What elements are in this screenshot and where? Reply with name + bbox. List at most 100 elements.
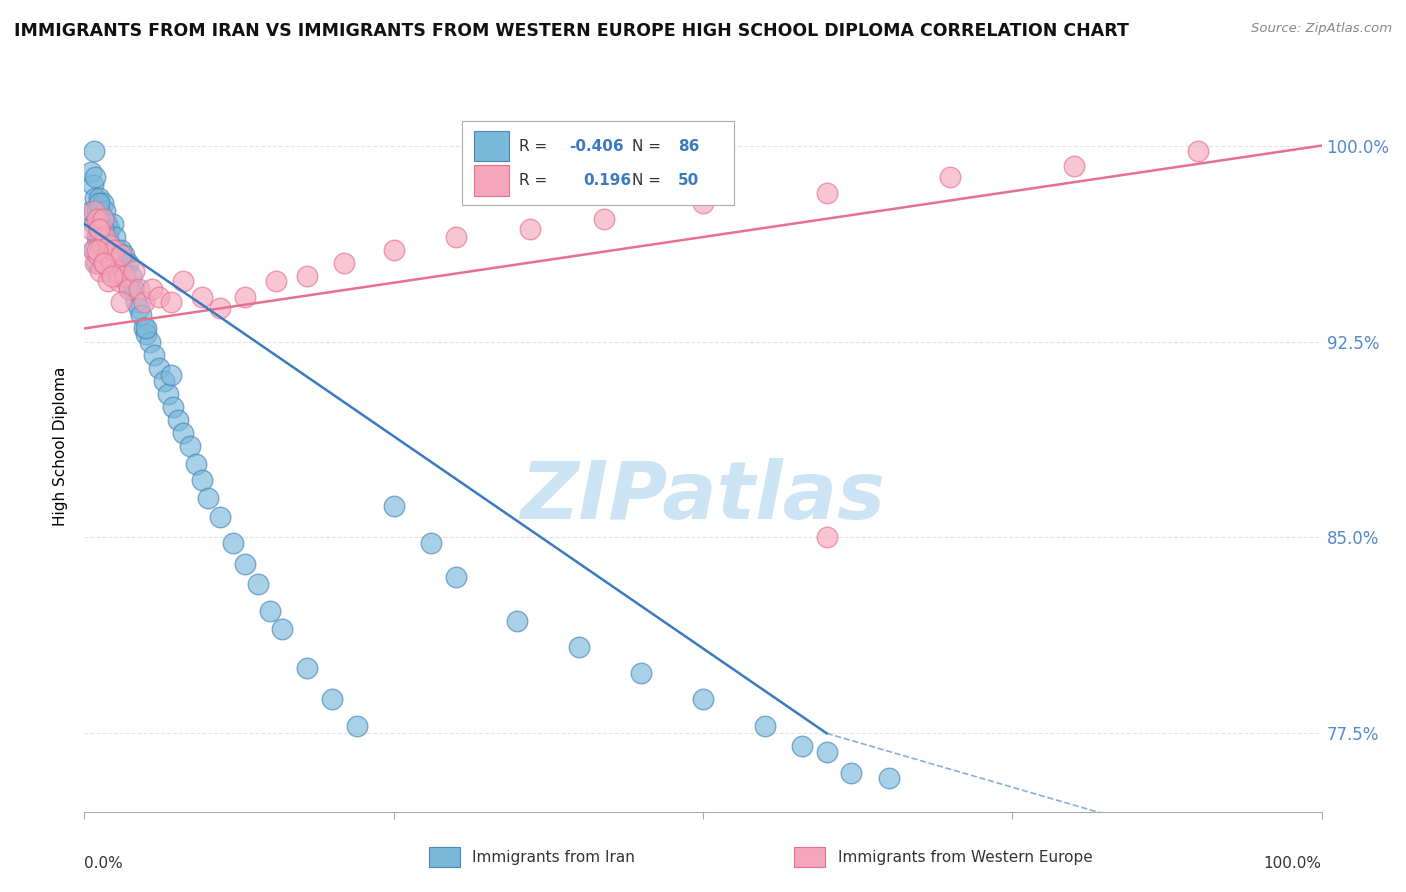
Point xyxy=(108,269,131,284)
Point xyxy=(172,274,194,288)
Point xyxy=(87,248,110,262)
Point xyxy=(79,203,101,218)
Point xyxy=(1187,144,1209,158)
Point xyxy=(142,347,165,361)
Point xyxy=(103,256,125,270)
Point xyxy=(86,243,108,257)
Point xyxy=(139,334,162,349)
Text: 100.0%: 100.0% xyxy=(1264,855,1322,871)
Point xyxy=(135,321,157,335)
Point xyxy=(89,264,111,278)
Point xyxy=(191,290,214,304)
Point xyxy=(346,718,368,732)
Point xyxy=(160,368,183,383)
Point xyxy=(444,230,467,244)
Point xyxy=(89,243,111,257)
Point xyxy=(167,413,190,427)
Point xyxy=(259,604,281,618)
Point xyxy=(382,499,405,513)
Point xyxy=(112,248,135,262)
Point xyxy=(209,301,232,315)
Point xyxy=(160,295,183,310)
Point xyxy=(271,622,294,636)
Point xyxy=(105,264,128,278)
Point xyxy=(84,169,107,184)
Point xyxy=(184,458,207,472)
Point xyxy=(692,692,714,706)
Point xyxy=(939,169,962,184)
Point xyxy=(444,569,467,583)
Text: Source: ZipAtlas.com: Source: ZipAtlas.com xyxy=(1251,22,1392,36)
Text: R =: R = xyxy=(519,173,551,188)
Point xyxy=(83,144,105,158)
Point xyxy=(117,256,139,270)
Point xyxy=(110,243,132,257)
FancyBboxPatch shape xyxy=(474,131,509,161)
Point xyxy=(89,222,111,236)
Point xyxy=(89,203,111,218)
Text: 86: 86 xyxy=(678,138,700,153)
Point xyxy=(86,203,108,218)
Point xyxy=(105,243,128,257)
Point xyxy=(179,439,201,453)
Point xyxy=(84,256,107,270)
Point xyxy=(148,360,170,375)
Point xyxy=(89,196,111,211)
Point xyxy=(120,269,142,284)
Point xyxy=(1063,160,1085,174)
Text: Immigrants from Western Europe: Immigrants from Western Europe xyxy=(838,850,1092,864)
Point xyxy=(129,309,152,323)
Point xyxy=(97,230,120,244)
Point xyxy=(118,282,141,296)
Point xyxy=(295,269,318,284)
Point xyxy=(815,745,838,759)
Point xyxy=(107,256,129,270)
Point xyxy=(157,386,180,401)
Point xyxy=(630,666,652,681)
Point xyxy=(152,374,174,388)
Point xyxy=(90,237,112,252)
Point xyxy=(82,178,104,192)
Point xyxy=(103,243,125,257)
Point xyxy=(100,269,122,284)
Point xyxy=(128,301,150,315)
Point xyxy=(110,248,132,262)
Point xyxy=(506,614,529,628)
Point xyxy=(82,243,104,257)
Point xyxy=(122,282,145,296)
FancyBboxPatch shape xyxy=(461,120,734,204)
Point xyxy=(246,577,269,591)
Point xyxy=(233,557,256,571)
Point xyxy=(191,473,214,487)
Point xyxy=(815,530,838,544)
Point xyxy=(222,535,245,549)
Text: 0.196: 0.196 xyxy=(583,173,631,188)
Point xyxy=(100,256,122,270)
Point xyxy=(84,191,107,205)
Point xyxy=(87,217,110,231)
Point xyxy=(91,222,114,236)
Point xyxy=(86,230,108,244)
Text: Immigrants from Iran: Immigrants from Iran xyxy=(472,850,636,864)
Point xyxy=(89,191,111,205)
Point xyxy=(101,217,124,231)
Point xyxy=(86,211,108,226)
Point xyxy=(419,535,441,549)
Point xyxy=(91,211,114,226)
Point xyxy=(209,509,232,524)
Point xyxy=(79,222,101,236)
Point xyxy=(519,222,541,236)
FancyBboxPatch shape xyxy=(474,165,509,196)
Bar xyxy=(429,847,460,867)
Point xyxy=(132,295,155,310)
Point xyxy=(98,237,121,252)
Text: IMMIGRANTS FROM IRAN VS IMMIGRANTS FROM WESTERN EUROPE HIGH SCHOOL DIPLOMA CORRE: IMMIGRANTS FROM IRAN VS IMMIGRANTS FROM … xyxy=(14,22,1129,40)
Point xyxy=(93,256,115,270)
Text: N =: N = xyxy=(633,138,666,153)
Point xyxy=(108,274,131,288)
Point xyxy=(128,282,150,296)
Point xyxy=(98,264,121,278)
Point xyxy=(692,196,714,211)
Point xyxy=(148,290,170,304)
Point xyxy=(197,491,219,506)
